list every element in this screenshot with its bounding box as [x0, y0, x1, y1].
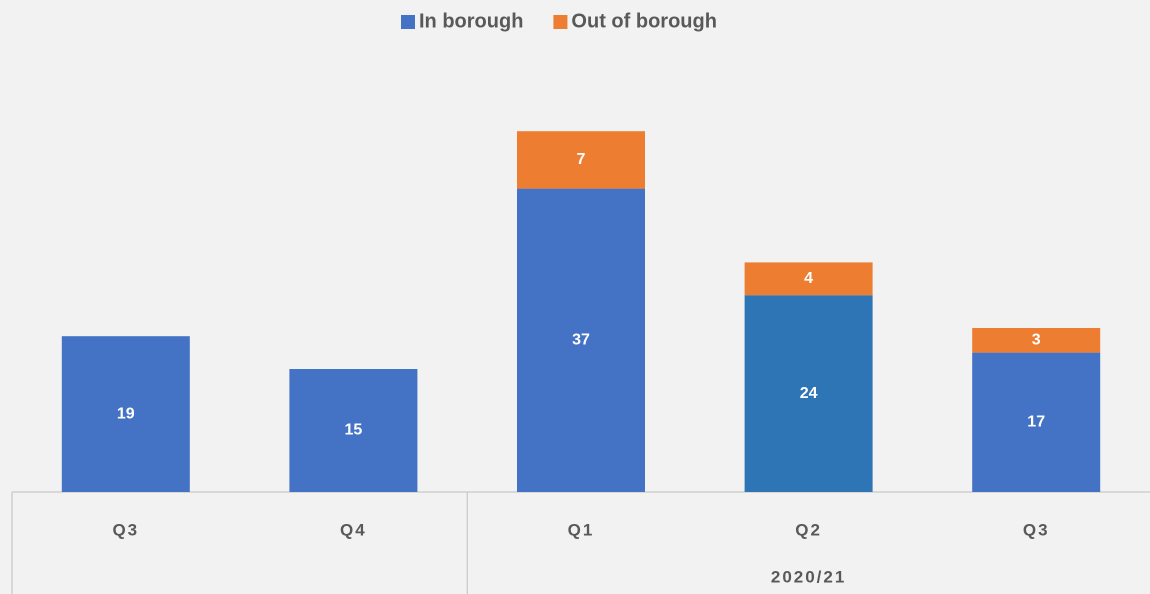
bar-segment: [289, 369, 418, 492]
group-label: 2020/21: [771, 567, 846, 586]
legend-label: In borough: [419, 10, 523, 32]
x-tick-label: Q1: [568, 520, 595, 539]
data-label: 7: [577, 151, 586, 168]
bar-segment: [61, 336, 190, 492]
bar-segment: [517, 188, 645, 492]
bar-segment: [744, 262, 873, 296]
x-tick-label: Q4: [340, 520, 367, 539]
data-label: 3: [1032, 332, 1041, 349]
data-label: 24: [800, 385, 818, 402]
x-tick-label: Q2: [795, 520, 822, 539]
data-label: 19: [117, 405, 135, 422]
x-tick-label: Q3: [112, 520, 139, 539]
x-tick-label: Q3: [1023, 520, 1050, 539]
bar-segment: [744, 295, 873, 492]
bar-segment: [972, 352, 1101, 492]
data-label: 15: [345, 422, 363, 439]
legend-swatch: [553, 15, 568, 29]
bar-segment: [517, 131, 645, 189]
data-label: 37: [572, 332, 590, 349]
bar-segment: [972, 328, 1101, 353]
data-label: 4: [804, 270, 813, 287]
data-label: 17: [1027, 414, 1045, 431]
legend-label: Out of borough: [571, 10, 717, 32]
legend-swatch: [401, 15, 415, 29]
